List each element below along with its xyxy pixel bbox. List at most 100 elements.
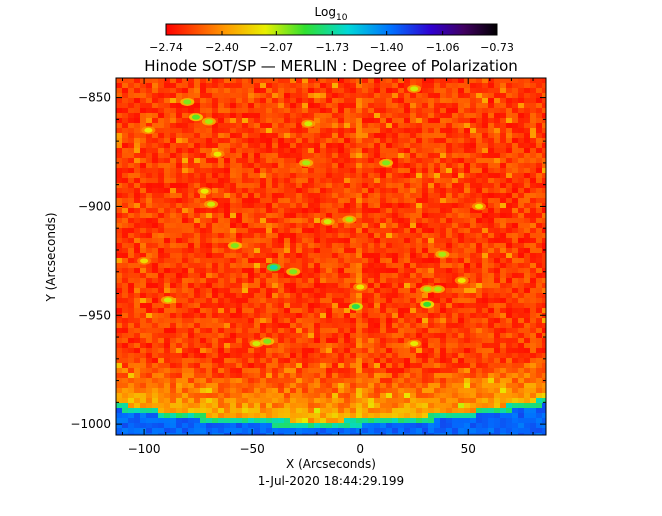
heatmap-cell <box>362 218 368 223</box>
heatmap-cell <box>338 108 344 113</box>
heatmap-cell <box>470 283 476 288</box>
heatmap-cell <box>518 343 524 348</box>
heatmap-cell <box>128 93 134 98</box>
heatmap-cell <box>434 393 440 398</box>
heatmap-cell <box>440 368 446 373</box>
heatmap-cell <box>230 273 236 278</box>
heatmap-cell <box>314 203 320 208</box>
heatmap-cell <box>314 288 320 293</box>
heatmap-cell <box>452 78 458 83</box>
heatmap-cell <box>206 418 212 423</box>
heatmap-cell <box>470 388 476 393</box>
heatmap-cell <box>416 363 422 368</box>
heatmap-cell <box>350 263 356 268</box>
heatmap-cell <box>458 213 464 218</box>
heatmap-cell <box>170 253 176 258</box>
heatmap-cell <box>338 118 344 123</box>
heatmap-cell <box>164 213 170 218</box>
heatmap-cell <box>230 313 236 318</box>
heatmap-cell <box>398 248 404 253</box>
heatmap-cell <box>284 138 290 143</box>
heatmap-cell <box>242 78 248 83</box>
heatmap-cell <box>230 323 236 328</box>
heatmap-cell <box>314 138 320 143</box>
heatmap-cell <box>464 173 470 178</box>
heatmap-cell <box>428 308 434 313</box>
heatmap-cell <box>122 308 128 313</box>
heatmap-cell <box>278 378 284 383</box>
heatmap-cell <box>248 108 254 113</box>
heatmap-cell <box>386 398 392 403</box>
heatmap-cell <box>302 408 308 413</box>
heatmap-cell <box>380 108 386 113</box>
heatmap-cell <box>266 388 272 393</box>
heatmap-cell <box>434 123 440 128</box>
heatmap-cell <box>488 163 494 168</box>
heatmap-cell <box>194 143 200 148</box>
heatmap-cell <box>542 163 548 168</box>
heatmap-cell <box>368 418 374 423</box>
heatmap-cell <box>494 83 500 88</box>
heatmap-cell <box>470 343 476 348</box>
heatmap-cell <box>230 178 236 183</box>
heatmap-cell <box>248 103 254 108</box>
heatmap-cell <box>458 363 464 368</box>
heatmap-cell <box>530 218 536 223</box>
heatmap-cell <box>164 183 170 188</box>
heatmap-cell <box>218 298 224 303</box>
heatmap-cell <box>446 148 452 153</box>
heatmap-cell <box>290 88 296 93</box>
heatmap-cell <box>446 118 452 123</box>
heatmap-cell <box>176 368 182 373</box>
heatmap-cell <box>344 353 350 358</box>
heatmap-cell <box>476 323 482 328</box>
colorbar-gradient <box>166 24 497 35</box>
heatmap-cell <box>242 408 248 413</box>
heatmap-cell <box>122 273 128 278</box>
heatmap-cell <box>518 273 524 278</box>
heatmap-cell <box>428 163 434 168</box>
heatmap-cell <box>440 228 446 233</box>
heatmap-cell <box>284 323 290 328</box>
heatmap-cell <box>212 158 218 163</box>
heatmap-cell <box>140 353 146 358</box>
heatmap-cell <box>194 98 200 103</box>
heatmap-cell <box>362 178 368 183</box>
heatmap-cell <box>260 348 266 353</box>
heatmap-cell <box>356 343 362 348</box>
heatmap-cell <box>248 118 254 123</box>
heatmap-cell <box>188 163 194 168</box>
heatmap-cell <box>368 108 374 113</box>
heatmap-cell <box>308 88 314 93</box>
heatmap-cell <box>458 348 464 353</box>
heatmap-cell <box>356 223 362 228</box>
heatmap-cell <box>422 378 428 383</box>
heatmap-cell <box>176 128 182 133</box>
heatmap-cell <box>290 313 296 318</box>
heatmap-cell <box>500 293 506 298</box>
heatmap-cell <box>470 298 476 303</box>
heatmap-cell <box>230 198 236 203</box>
heatmap-cell <box>302 228 308 233</box>
heatmap-cell <box>248 293 254 298</box>
heatmap-cell <box>392 383 398 388</box>
heatmap-cell <box>362 98 368 103</box>
heatmap-cell <box>362 403 368 408</box>
heatmap-cell <box>482 403 488 408</box>
heatmap-cell <box>488 403 494 408</box>
heatmap-cell <box>518 198 524 203</box>
heatmap-cell <box>164 248 170 253</box>
heatmap-cell <box>296 313 302 318</box>
heatmap-cell <box>440 163 446 168</box>
heatmap-cell <box>260 223 266 228</box>
heatmap-cell <box>500 303 506 308</box>
heatmap-cell <box>170 288 176 293</box>
heatmap-cell <box>362 78 368 83</box>
heatmap-cell <box>530 258 536 263</box>
heatmap-cell <box>506 323 512 328</box>
heatmap-cell <box>308 218 314 223</box>
heatmap-cell <box>536 163 542 168</box>
heatmap-cell <box>350 273 356 278</box>
heatmap-cell <box>224 278 230 283</box>
heatmap-cell <box>236 398 242 403</box>
